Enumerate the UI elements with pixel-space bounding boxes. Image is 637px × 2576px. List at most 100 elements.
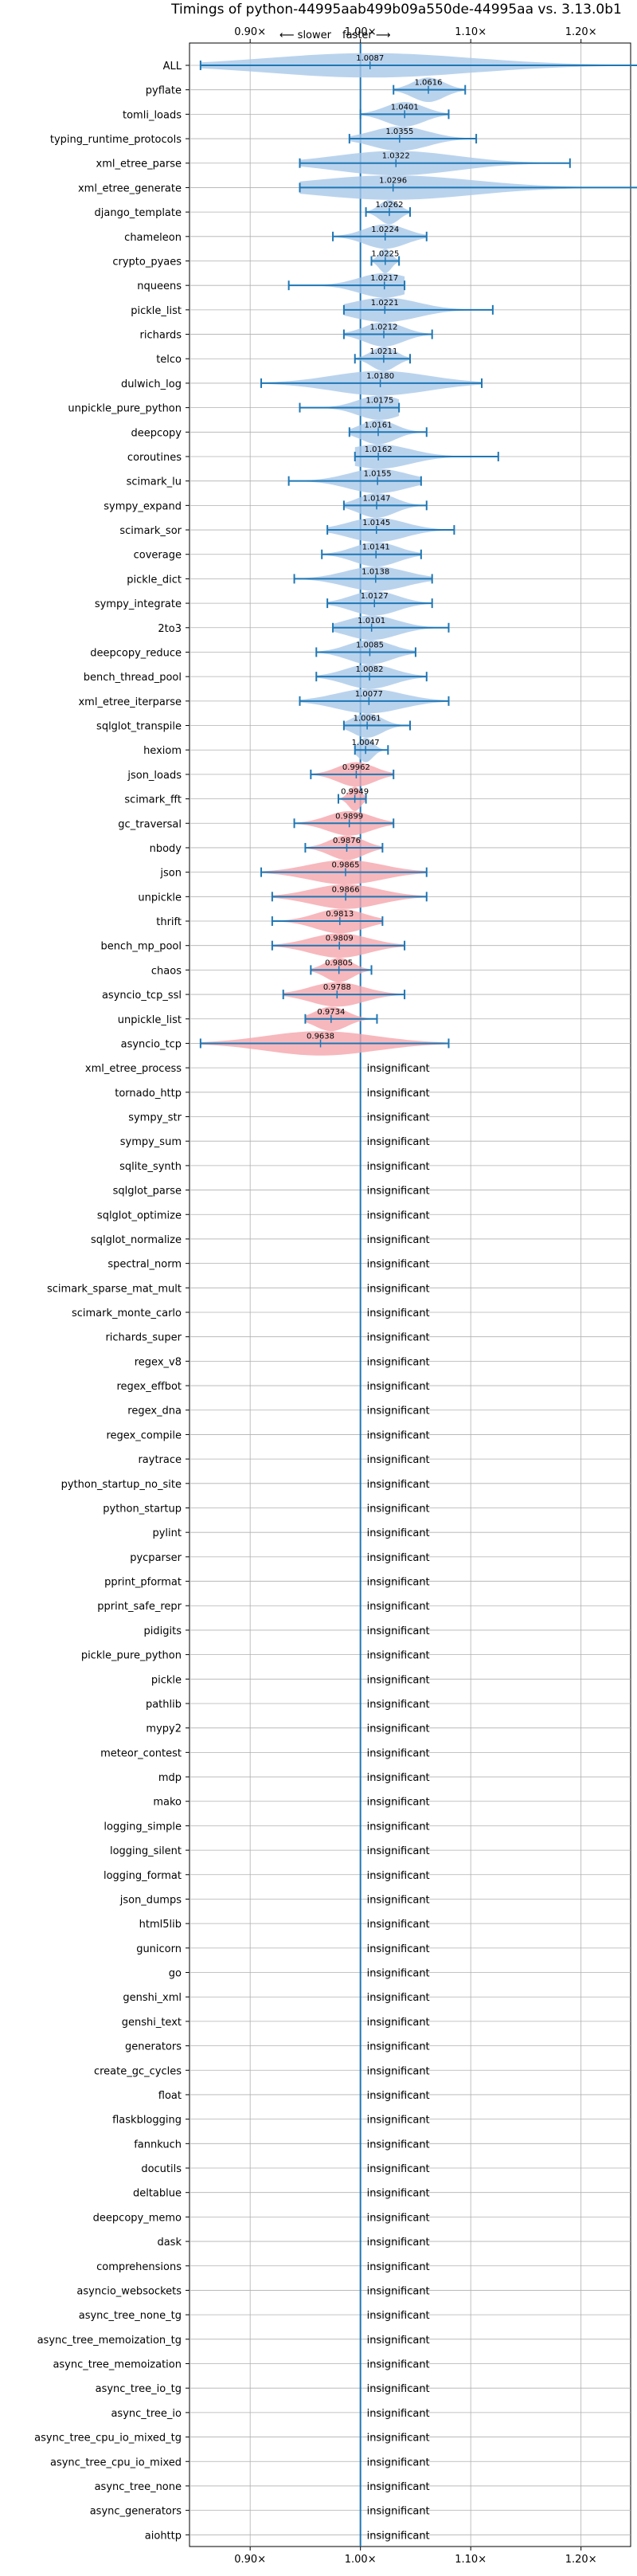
value-label: 0.9638: [307, 1032, 334, 1041]
insignificant-label: insignificant: [367, 1332, 430, 1344]
benchmark-label: bench_mp_pool: [100, 941, 182, 953]
insignificant-label: insignificant: [367, 2506, 430, 2518]
benchmark-label: json: [159, 868, 182, 880]
insignificant-label: insignificant: [367, 1894, 430, 1906]
value-label: 0.9899: [335, 812, 363, 821]
benchmark-label: float: [158, 2090, 182, 2102]
benchmark-label: deepcopy_memo: [93, 2212, 182, 2224]
insignificant-label: insignificant: [367, 2530, 430, 2542]
insignificant-label: insignificant: [367, 2017, 430, 2029]
chart-title: Timings of python-44995aab499b09a550de-4…: [170, 2, 622, 18]
benchmark-label: python_startup_no_site: [61, 1479, 182, 1491]
insignificant-label: insignificant: [367, 1870, 430, 1882]
benchmark-label: sympy_str: [128, 1112, 182, 1124]
bottom-tick-label: 1.20×: [565, 2554, 597, 2566]
value-label: 0.9734: [317, 1008, 345, 1017]
insignificant-label: insignificant: [367, 1601, 430, 1613]
insignificant-label: insignificant: [367, 2065, 430, 2077]
benchmark-label: sympy_sum: [120, 1136, 182, 1148]
benchmark-label: crypto_pyaes: [112, 256, 182, 268]
value-label: 0.9962: [342, 763, 370, 772]
benchmark-label: genshi_text: [122, 2017, 182, 2029]
insignificant-label: insignificant: [367, 1454, 430, 1466]
insignificant-label: insignificant: [367, 1356, 430, 1368]
benchmark-label: create_gc_cycles: [94, 2065, 182, 2077]
benchmark-label: xml_etree_iterparse: [78, 696, 182, 708]
benchmark-label: richards: [140, 330, 182, 342]
value-label: 0.9876: [333, 837, 361, 845]
value-label: 1.0085: [356, 641, 384, 649]
value-label: 1.0401: [391, 103, 419, 112]
value-label: 1.0175: [365, 397, 393, 406]
value-label: 1.0127: [361, 592, 389, 601]
value-label: 0.9866: [332, 885, 360, 894]
value-label: 0.9813: [326, 910, 354, 919]
benchmark-label: pickle_pure_python: [81, 1650, 182, 1662]
insignificant-label: insignificant: [367, 2090, 430, 2102]
benchmark-label: xml_etree_process: [85, 1063, 182, 1075]
benchmark-label: chaos: [151, 965, 182, 977]
benchmark-label: async_tree_none: [95, 2481, 182, 2493]
value-label: 1.0221: [371, 299, 399, 308]
insignificant-label: insignificant: [367, 2310, 430, 2322]
benchmark-label: generators: [125, 2041, 182, 2053]
insignificant-label: insignificant: [367, 1552, 430, 1564]
value-label: 1.0161: [364, 421, 392, 429]
value-label: 1.0061: [354, 715, 381, 723]
insignificant-label: insignificant: [367, 1429, 430, 1441]
value-label: 1.0162: [365, 445, 393, 454]
top-tick-label: 0.90×: [234, 26, 266, 38]
insignificant-label: insignificant: [367, 2261, 430, 2273]
benchmark-label: async_tree_cpu_io_mixed_tg: [34, 2433, 182, 2445]
insignificant-label: insignificant: [367, 1112, 430, 1124]
insignificant-label: insignificant: [367, 1772, 430, 1784]
top-tick-label: 1.00×: [345, 26, 377, 38]
benchmark-label: pidigits: [144, 1625, 182, 1637]
benchmark-label: deepcopy_reduce: [90, 647, 182, 659]
benchmark-label: pickle: [151, 1674, 182, 1686]
benchmark-label: scimark_fft: [124, 794, 182, 806]
insignificant-label: insignificant: [367, 1674, 430, 1686]
benchmark-label: unpickle_list: [118, 1014, 182, 1026]
benchmark-label: logging_format: [104, 1870, 182, 1882]
insignificant-label: insignificant: [367, 2237, 430, 2249]
insignificant-label: insignificant: [367, 1136, 430, 1148]
value-label: 1.0262: [375, 201, 403, 210]
benchmark-label: django_template: [95, 207, 182, 219]
value-label: 0.9809: [326, 935, 354, 943]
insignificant-label: insignificant: [367, 1406, 430, 1417]
benchmark-label: async_tree_io: [111, 2408, 182, 2420]
benchmark-label: sqlglot_normalize: [91, 1234, 182, 1246]
insignificant-label: insignificant: [367, 1283, 430, 1295]
top-tick-label: 1.20×: [565, 26, 597, 38]
benchmark-label: tomli_loads: [123, 109, 182, 121]
benchmark-label: async_tree_memoization_tg: [37, 2335, 182, 2347]
insignificant-label: insignificant: [367, 1381, 430, 1393]
insignificant-label: insignificant: [367, 2359, 430, 2371]
benchmark-label: sqlglot_optimize: [97, 1210, 182, 1221]
benchmark-label: hexiom: [143, 745, 182, 757]
benchmark-label: sqlglot_parse: [113, 1186, 182, 1198]
insignificant-label: insignificant: [367, 2481, 430, 2493]
insignificant-label: insignificant: [367, 1723, 430, 1735]
insignificant-label: insignificant: [367, 2433, 430, 2445]
value-label: 1.0296: [379, 176, 407, 185]
insignificant-label: insignificant: [367, 2212, 430, 2224]
benchmark-label: async_tree_none_tg: [79, 2310, 182, 2322]
benchmark-label: sqlglot_transpile: [96, 721, 182, 733]
benchmark-label: pickle_dict: [127, 574, 182, 586]
value-label: 1.0225: [371, 249, 399, 258]
benchmark-label: python_startup: [103, 1503, 182, 1515]
benchmark-label: scimark_sor: [119, 525, 182, 537]
benchmark-label: gc_traversal: [118, 818, 182, 830]
benchmark-label: meteor_contest: [100, 1747, 182, 1759]
value-label: 1.0224: [371, 225, 399, 234]
insignificant-label: insignificant: [367, 2163, 430, 2175]
benchmark-label: richards_super: [105, 1332, 182, 1344]
benchmark-label: telco: [156, 354, 182, 366]
benchmark-label: json_dumps: [119, 1894, 182, 1906]
benchmark-label: deepcopy: [131, 427, 182, 439]
benchmark-label: pathlib: [146, 1699, 182, 1711]
benchmark-label: async_tree_cpu_io_mixed: [50, 2456, 182, 2468]
